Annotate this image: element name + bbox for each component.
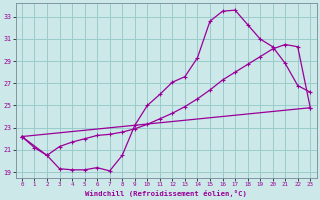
X-axis label: Windchill (Refroidissement éolien,°C): Windchill (Refroidissement éolien,°C) <box>85 190 247 197</box>
